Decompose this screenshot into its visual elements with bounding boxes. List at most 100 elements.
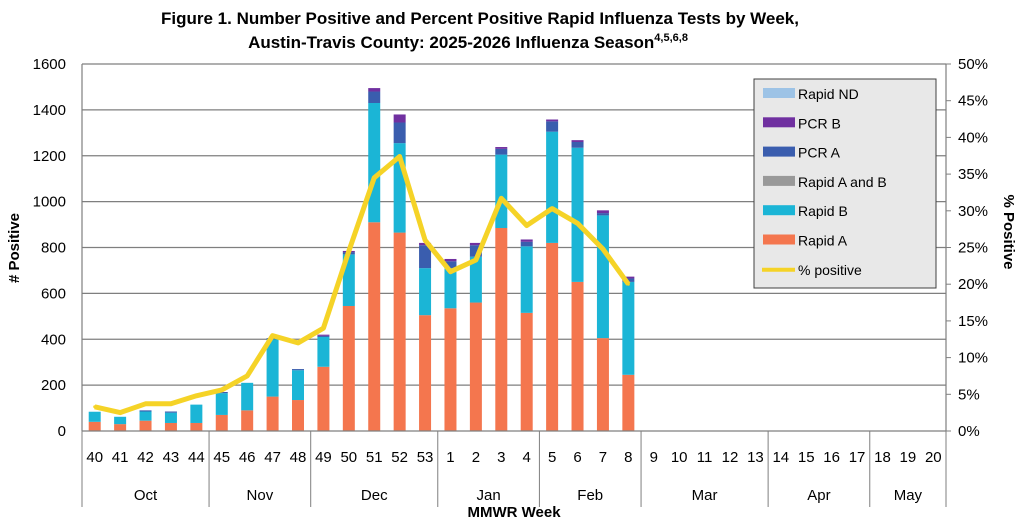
percent-positive-point-40 bbox=[93, 405, 97, 409]
y2-tick-label: 35% bbox=[958, 166, 988, 183]
legend-box bbox=[753, 78, 937, 289]
bar-rapid-a-47 bbox=[266, 396, 279, 431]
bar-pcr-a-3 bbox=[495, 148, 508, 155]
y2-tick-label: 50% bbox=[958, 56, 988, 73]
bar-pcr-a-52 bbox=[393, 122, 406, 144]
x-tick-label: 44 bbox=[188, 449, 205, 466]
x-tick-label: 4 bbox=[523, 449, 531, 466]
x-tick-label: 45 bbox=[213, 449, 230, 466]
bar-pcr-b-4 bbox=[520, 239, 533, 242]
percent-positive-point-2 bbox=[474, 258, 478, 262]
bar-pcr-a-49 bbox=[317, 335, 330, 337]
percent-positive-point-46 bbox=[245, 374, 249, 378]
bar-rapid-b-7 bbox=[596, 215, 609, 339]
percent-positive-point-49 bbox=[321, 326, 325, 330]
bar-rapid-a-52 bbox=[393, 232, 406, 431]
bar-rapid-a-4 bbox=[520, 312, 533, 431]
month-label: Jan bbox=[476, 487, 500, 504]
x-tick-label: 53 bbox=[417, 449, 434, 466]
month-label: Dec bbox=[361, 487, 388, 504]
percent-positive-point-44 bbox=[194, 394, 198, 398]
bar-rapid-a-44 bbox=[190, 422, 203, 431]
x-tick-label: 42 bbox=[137, 449, 154, 466]
bar-rapid-b-4 bbox=[520, 246, 533, 313]
bar-rapid-b-3 bbox=[495, 154, 508, 229]
bar-rapid-a-6 bbox=[571, 281, 584, 431]
chart-title-line1: Figure 1. Number Positive and Percent Po… bbox=[161, 9, 799, 28]
y-tick-label: 1200 bbox=[33, 148, 66, 165]
percent-positive-point-1 bbox=[448, 270, 452, 274]
legend-label: % positive bbox=[798, 262, 862, 278]
bar-pcr-b-8 bbox=[622, 276, 635, 279]
percent-positive-point-43 bbox=[169, 402, 173, 406]
legend-swatch bbox=[763, 146, 795, 157]
y-tick-label: 1400 bbox=[33, 102, 66, 119]
bar-pcr-a-5 bbox=[546, 121, 559, 132]
x-tick-label: 2 bbox=[472, 449, 480, 466]
bar-pcr-b-7 bbox=[596, 210, 609, 214]
y2-tick-label: 30% bbox=[958, 203, 988, 220]
x-tick-label: 20 bbox=[925, 449, 942, 466]
x-tick-label: 8 bbox=[624, 449, 632, 466]
x-tick-label: 17 bbox=[849, 449, 866, 466]
month-label: Apr bbox=[807, 487, 830, 504]
bar-rapid-b-45 bbox=[215, 393, 228, 415]
y2-tick-label: 40% bbox=[958, 129, 988, 146]
percent-positive-point-41 bbox=[118, 411, 122, 415]
x-tick-label: 51 bbox=[366, 449, 383, 466]
y-tick-label: 400 bbox=[41, 331, 66, 348]
legend-swatch bbox=[763, 117, 795, 128]
x-axis-label: MMWR Week bbox=[467, 504, 561, 521]
month-label: Feb bbox=[577, 487, 603, 504]
bar-rapid-b-6 bbox=[571, 147, 584, 282]
y2-tick-label: 45% bbox=[958, 93, 988, 110]
percent-positive-point-3 bbox=[499, 196, 503, 200]
percent-positive-point-8 bbox=[626, 282, 630, 286]
legend-swatch bbox=[763, 205, 795, 216]
x-tick-label: 52 bbox=[391, 449, 408, 466]
percent-positive-point-53 bbox=[423, 238, 427, 242]
legend-label: PCR B bbox=[798, 115, 841, 131]
bar-rapid-b-2 bbox=[469, 256, 482, 303]
legend-swatch bbox=[763, 234, 795, 245]
x-tick-label: 50 bbox=[340, 449, 357, 466]
bar-rapid-b-47 bbox=[266, 339, 279, 397]
y-tick-label: 1600 bbox=[33, 56, 66, 73]
x-tick-label: 19 bbox=[900, 449, 917, 466]
x-tick-label: 3 bbox=[497, 449, 505, 466]
x-tick-label: 49 bbox=[315, 449, 332, 466]
percent-positive-point-52 bbox=[398, 154, 402, 158]
percent-positive-point-7 bbox=[601, 247, 605, 251]
y2-axis-label: % Positive bbox=[1000, 194, 1017, 269]
y2-tick-label: 25% bbox=[958, 240, 988, 257]
percent-positive-point-45 bbox=[220, 388, 224, 392]
bar-rapid-a-2 bbox=[469, 302, 482, 431]
bar-pcr-a-53 bbox=[419, 245, 432, 269]
bar-rapid-b-49 bbox=[317, 336, 330, 367]
legend-label: Rapid A bbox=[798, 233, 848, 249]
bar-rapid-a-42 bbox=[139, 420, 152, 431]
percent-positive-point-42 bbox=[144, 402, 148, 406]
y2-tick-label: 5% bbox=[958, 386, 980, 403]
bar-pcr-b-49 bbox=[317, 334, 330, 336]
bar-rapid-a-50 bbox=[342, 305, 355, 431]
bar-pcr-b-6 bbox=[571, 140, 584, 142]
x-tick-label: 16 bbox=[823, 449, 840, 466]
bar-rapid-a-53 bbox=[419, 315, 432, 431]
bar-rapid-a-43 bbox=[164, 422, 177, 431]
bar-pcr-a-48 bbox=[292, 369, 304, 371]
x-tick-label: 47 bbox=[264, 449, 281, 466]
month-label: May bbox=[894, 487, 923, 504]
percent-positive-point-4 bbox=[525, 223, 529, 227]
bar-pcr-b-5 bbox=[546, 119, 559, 122]
bar-rapid-b-42 bbox=[139, 411, 152, 421]
x-tick-label: 41 bbox=[112, 449, 129, 466]
y2-tick-label: 0% bbox=[958, 423, 980, 440]
x-tick-label: 48 bbox=[290, 449, 307, 466]
title-superscript: 4,5,6,8 bbox=[654, 32, 688, 44]
x-tick-label: 1 bbox=[446, 449, 454, 466]
percent-positive-point-48 bbox=[296, 341, 300, 345]
y2-tick-label: 20% bbox=[958, 276, 988, 293]
bar-rapid-b-1 bbox=[444, 268, 457, 309]
